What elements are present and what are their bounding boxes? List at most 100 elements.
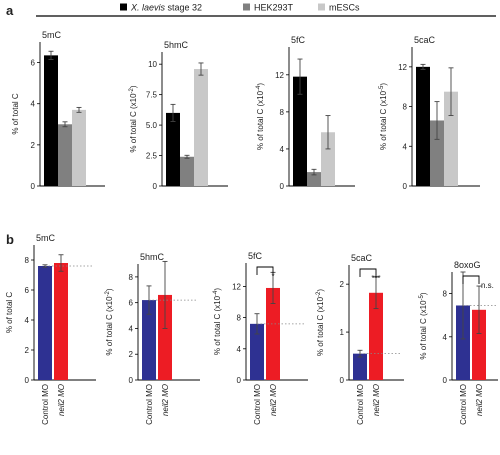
- y-tick-label: 4: [129, 324, 134, 333]
- x-tick-label: Control MO: [356, 384, 365, 425]
- y-tick-label: 2: [31, 141, 36, 150]
- text-run: X. laevis: [130, 3, 166, 13]
- x-tick-label: neil2 MO: [475, 384, 484, 416]
- chart-b-5mC: 5mC 0 2 4 6 8 % of total C Control MO neil2 MO: [5, 233, 96, 425]
- text-run: % of total C (x10: [419, 300, 428, 360]
- text-run: ): [256, 83, 265, 86]
- chart-b-5fC: 5fC 0 4 8 12 % of total C (x10-4) Control MO ne…: [213, 251, 308, 425]
- text-run: ): [316, 289, 325, 292]
- legend-label: HEK293T: [254, 3, 294, 13]
- bar: [416, 66, 430, 186]
- chart-b-5caC: 5caC 0 1 2 % of total C (x10-2) Control MO nei…: [316, 253, 404, 425]
- panel-label-a: a: [6, 3, 14, 18]
- y-axis-label: % of total C (x10-2): [129, 85, 138, 152]
- significance-bracket: [256, 266, 274, 275]
- chart-title: 5caC: [414, 35, 436, 45]
- text-run: % of total C (x10: [316, 296, 325, 356]
- chart-a-5mC: 5mC 0 2 4 6 % of total C: [11, 30, 105, 191]
- bar: [142, 300, 156, 380]
- x-tick-label: Control MO: [253, 384, 262, 425]
- text-run: % of total C (x10: [213, 295, 222, 355]
- bar: [72, 109, 86, 186]
- y-tick-label: 8: [25, 256, 30, 265]
- y-axis-label: % of total C (x10-5): [419, 292, 428, 359]
- text-run: -4: [256, 85, 262, 91]
- y-axis-label: % of total C (x10-5): [379, 83, 388, 150]
- text-run: % of total C: [5, 292, 14, 334]
- bar: [369, 292, 383, 380]
- x-tick-label: Control MO: [145, 384, 154, 425]
- chart-title: 5hmC: [164, 40, 189, 50]
- y-tick-label: 12: [398, 63, 407, 72]
- chart-title: 5mC: [36, 233, 56, 243]
- y-tick-label: 12: [232, 282, 241, 291]
- significance-bracket: [359, 268, 377, 277]
- y-tick-label: 0: [443, 376, 448, 385]
- y-tick-label: 8: [129, 273, 134, 282]
- text-run: % of total C (x10: [256, 90, 265, 150]
- y-tick-label: 0: [403, 182, 408, 191]
- bar: [194, 69, 208, 186]
- text-run: -2: [316, 291, 322, 297]
- x-tick-label: neil2 MO: [161, 384, 170, 416]
- y-tick-label: 0: [280, 182, 285, 191]
- y-tick-label: 4: [280, 145, 285, 154]
- text-run: % of total C (x10: [129, 93, 138, 153]
- bar: [293, 76, 307, 186]
- bar: [44, 55, 58, 186]
- text-run: ): [213, 288, 222, 291]
- y-axis-label: % of total C (x10-4): [213, 288, 222, 355]
- y-tick-label: 0: [25, 376, 30, 385]
- legend-item: HEK293T: [243, 3, 294, 13]
- panel-label-b: b: [6, 232, 14, 247]
- text-run: % of total C (x10: [105, 296, 114, 356]
- text-run: HEK293T: [254, 3, 294, 13]
- legend-item: X. laevis stage 32: [120, 3, 202, 13]
- bar: [266, 287, 280, 380]
- y-tick-label: 4: [31, 100, 36, 109]
- y-tick-label: 1: [340, 328, 345, 337]
- text-run: ): [129, 85, 138, 88]
- chart-title: 5fC: [291, 35, 306, 45]
- text-run: % of total C (x10: [379, 90, 388, 150]
- text-run: stage 32: [165, 3, 202, 13]
- chart-a-5hmC: 5hmC 0 2.5 5.0 7.5 10 % of total C (x10-2): [129, 40, 228, 191]
- y-axis-label: % of total C: [5, 292, 14, 334]
- bar: [54, 263, 68, 380]
- y-axis-label: % of total C: [11, 93, 20, 135]
- y-tick-label: 8: [237, 314, 242, 323]
- bar: [307, 172, 321, 186]
- y-tick-label: 2: [25, 346, 30, 355]
- x-tick-label: neil2 MO: [372, 384, 381, 416]
- text-run: % of total C: [11, 93, 20, 135]
- legend-item: mESCs: [318, 3, 360, 13]
- bar: [166, 112, 180, 186]
- y-axis-label: % of total C (x10-2): [316, 289, 325, 356]
- y-tick-label: 6: [129, 299, 134, 308]
- bar: [250, 323, 264, 380]
- x-tick-label: Control MO: [459, 384, 468, 425]
- y-tick-label: 4: [25, 316, 30, 325]
- y-tick-label: 10: [148, 60, 157, 69]
- x-tick-label: Control MO: [41, 384, 50, 425]
- text-run: mESCs: [329, 3, 360, 13]
- legend-label: mESCs: [329, 3, 360, 13]
- bar: [353, 353, 367, 380]
- y-tick-label: 6: [25, 286, 30, 295]
- y-tick-label: 5.0: [146, 121, 158, 130]
- y-axis-label: % of total C (x10-2): [105, 288, 114, 355]
- text-run: -5: [419, 294, 425, 300]
- y-tick-label: 8: [403, 103, 408, 112]
- y-tick-label: 0: [129, 376, 134, 385]
- legend-swatch: [243, 3, 250, 11]
- significance-label: ***: [371, 274, 380, 283]
- chart-title: 5caC: [351, 253, 373, 263]
- y-tick-label: 0: [237, 376, 242, 385]
- legend: X. laevis stage 32 HEK293T mESCs: [120, 3, 360, 13]
- significance-label: *: [271, 272, 274, 281]
- x-tick-label: neil2 MO: [57, 384, 66, 416]
- y-axis-label: % of total C (x10-4): [256, 83, 265, 150]
- bar: [158, 294, 172, 380]
